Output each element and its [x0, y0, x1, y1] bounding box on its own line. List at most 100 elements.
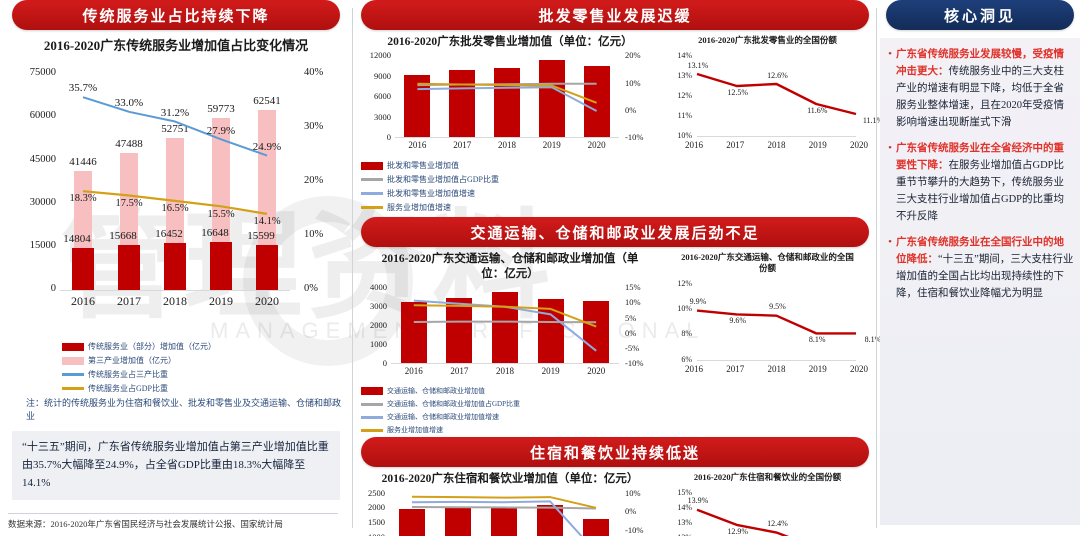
legend-label: 服务业增加值增速: [387, 426, 443, 435]
legend-swatch-icon: [62, 356, 84, 365]
left-chart-title: 2016-2020广东传统服务业增加值占比变化情况: [43, 38, 309, 53]
insight-body: “十三五”期间，三大支柱行业增加值的全国占比均出现持续性的下降，住宿和餐饮业降幅…: [896, 254, 1074, 299]
banner-traditional-services: 传统服务业占比持续下降: [12, 0, 340, 30]
legend-swatch-icon: [361, 387, 383, 396]
legend-label: 批发和零售业增加值占GDP比重: [387, 175, 500, 185]
chart-wholesale-retail-value: 0 3000 6000 9000 12000 20% 10% 0% -10% 2016 2017 20…: [369, 50, 644, 151]
s2-legend: 交通运输、仓储和邮政业增加值 交通运输、仓储和邮政业增加值占GDP比重 交通运输…: [355, 383, 665, 435]
legend-item: 交通运输、仓储和邮政业增加值占GDP比重: [361, 399, 520, 409]
left-callout: “十三五”期间，广东省传统服务业增加值占第三产业增加值比重由35.7%大幅降至2…: [12, 431, 340, 501]
bar: [583, 518, 609, 536]
insight-highlight: 广东省传统服务业在全省经济中的重要性下降：: [896, 143, 1064, 171]
banner-transport: 交通运输、仓储和邮政业发展后劲不足: [361, 217, 869, 248]
legend-item: 交通运输、仓储和邮政业增加值: [361, 386, 509, 396]
legend-label: 服务业增加值增速: [387, 203, 451, 213]
banner-label: 核心洞见: [943, 8, 1016, 25]
s2-chart-title: 2016-2020广东交通运输、仓储和邮政业增加值（单位：亿元）: [381, 253, 639, 280]
right-column: 核心洞见 • 广东省传统服务业发展较慢，受疫情冲击更大：传统服务业中的三大支柱产业…: [880, 0, 1080, 536]
insight-text: 广东省传统服务业在全国行业中的地位降低：“十三五”期间，三大支柱行业增加值的全国…: [896, 234, 1074, 302]
banner-label: 住宿和餐饮业持续低迷: [529, 445, 700, 462]
bar: [583, 301, 610, 364]
legend-label: 传统服务业（部分）增加值（亿元）: [88, 342, 216, 352]
legend-label: 传统服务业占三产比重: [88, 370, 168, 380]
legend-item: 传统服务业（部分）增加值（亿元）: [62, 341, 290, 352]
bar: [491, 506, 517, 536]
legend-swatch-icon: [361, 178, 383, 182]
bar: [399, 508, 425, 536]
legend-item: 服务业增加值增速: [361, 425, 511, 435]
legend-item: 服务业增加值增速: [361, 202, 511, 213]
legend-item: 传统服务业占GDP比重: [62, 383, 290, 394]
insight-item: • 广东省传统服务业在全国行业中的地位降低：“十三五”期间，三大支柱行业增加值的全…: [884, 234, 1074, 302]
middle-column: 批发零售业发展迟缓 2016-2020广东批发零售业增加值（单位：亿元） 0 30…: [355, 0, 884, 536]
legend-swatch-icon: [361, 192, 383, 196]
s1-legend: 批发和零售业增加值 批发和零售业增加值占GDP比重 批发和零售业增加值增速 服务…: [355, 157, 665, 213]
left-banner-wrap: 传统服务业占比持续下降: [0, 0, 352, 30]
banner-label: 交通运输、仓储和邮政业发展后劲不足: [470, 225, 760, 242]
insights-list: • 广东省传统服务业发展较慢，受疫情冲击更大：传统服务业中的三大支柱产业的增速有明…: [880, 38, 1080, 525]
chart-wholesale-retail-national-share: 10% 11% 12% 13% 14% 13.1% 12.5% 12.6% 11.6% 11.1%…: [677, 50, 884, 150]
s3-chart-title: 2016-2020广东住宿和餐饮业增加值（单位：亿元）: [381, 473, 639, 486]
bar: [492, 291, 518, 364]
legend-swatch-icon: [62, 387, 84, 391]
chart-accommodation-national-share: 10%11%12%13%14%15%13.9%12.9%12.4%11.4%10…: [665, 483, 870, 536]
footer-divider: [8, 513, 338, 514]
legend-item: 批发和零售业增加值增速: [361, 188, 509, 199]
section1-banner-wrap: 批发零售业发展迟缓: [355, 0, 875, 30]
bullet-icon: •: [888, 236, 892, 248]
section2-banner-wrap: 交通运输、仓储和邮政业发展后劲不足: [355, 217, 875, 248]
legend-label: 交通运输、仓储和邮政业增加值占GDP比重: [387, 400, 521, 409]
legend-label: 批发和零售业增加值增速: [387, 189, 475, 199]
insight-body: 传统服务业中的三大支柱产业的增速有明显下降，均低于全省服务业整体增速，且在202…: [896, 66, 1064, 128]
legend-swatch-icon: [361, 206, 383, 210]
banner-label: 批发零售业发展迟缓: [538, 8, 692, 25]
source-note: 数据来源：2016-2020年广东省国民经济与社会发展统计公报、国家统计局: [8, 519, 283, 529]
legend-swatch-icon: [62, 342, 84, 351]
insights-banner-wrap: 核心洞见: [880, 0, 1080, 30]
bullet-icon: •: [888, 142, 892, 154]
chart-transport-national-share: 6% 8% 10% 12% 9.9% 9.6% 9.5% 8.1% 8.1% 2016 2017 20…: [677, 278, 882, 374]
insight-body: 在服务业增加值占GDP比重节节攀升的大趋势下，传统服务业三大支柱行业增加值占GD…: [896, 160, 1065, 222]
banner-wholesale-retail: 批发零售业发展迟缓: [361, 0, 869, 30]
bar: [449, 70, 476, 138]
s3-mini-title: 2016-2020广东住宿和餐饮业的全国份额: [693, 472, 842, 483]
legend-swatch-icon: [361, 402, 383, 406]
legend-swatch-icon: [361, 161, 383, 170]
left-chart-legend: 传统服务业（部分）增加值（亿元） 第三产业增加值（亿元） 传统服务业占三产比重 …: [0, 336, 300, 394]
chart-transport-value: 0 1000 2000 3000 4000 15% 10% 5% 0% -5% -10% 2016 20…: [370, 282, 644, 377]
s1-chart-title: 2016-2020广东批发零售业增加值（单位：亿元）: [387, 36, 633, 48]
legend-item: 第三产业增加值（亿元）: [62, 355, 290, 366]
legend-item: 批发和零售业增加值: [361, 160, 509, 171]
legend-swatch-icon: [361, 415, 383, 419]
s1-mini-title: 2016-2020广东批发零售业的全国份额: [698, 35, 837, 45]
legend-item: 批发和零售业增加值占GDP比重: [361, 174, 511, 185]
legend-label: 传统服务业占GDP比重: [88, 384, 169, 394]
bar: [446, 297, 473, 364]
insight-highlight: 广东省传统服务业在全国行业中的地位降低：: [896, 237, 1064, 265]
section3-banner-wrap: 住宿和餐饮业持续低迷: [355, 437, 875, 468]
banner-core-insights: 核心洞见: [886, 0, 1074, 30]
legend-item: 传统服务业占三产比重: [62, 369, 290, 380]
legend-item: 交通运输、仓储和邮政业增加值增速: [361, 412, 509, 422]
bar: [400, 302, 427, 364]
column-divider-1: [352, 8, 353, 528]
bar: [583, 66, 610, 138]
legend-label: 交通运输、仓储和邮政业增加值: [387, 387, 485, 396]
insight-item: • 广东省传统服务业发展较慢，受疫情冲击更大：传统服务业中的三大支柱产业的增速有明…: [884, 46, 1074, 131]
legend-label: 第三产业增加值（亿元）: [88, 356, 176, 366]
bar: [538, 60, 565, 138]
insight-text: 广东省传统服务业在全省经济中的重要性下降：在服务业增加值占GDP比重节节攀升的大…: [896, 140, 1074, 225]
banner-label: 传统服务业占比持续下降: [82, 8, 270, 25]
left-chart-note: 注：统计的传统服务业为住宿和餐饮业、批发和零售业及交通运输、仓储和邮政业: [26, 398, 342, 422]
banner-accommodation: 住宿和餐饮业持续低迷: [361, 437, 869, 468]
legend-label: 交通运输、仓储和邮政业增加值增速: [387, 413, 499, 422]
insight-text: 广东省传统服务业发展较慢，受疫情冲击更大：传统服务业中的三大支柱产业的增速有明显…: [896, 46, 1074, 131]
s2-mini-title: 2016-2020广东交通运输、仓储和邮政业的全国份额: [681, 252, 854, 273]
legend-swatch-icon: [62, 373, 84, 377]
legend-label: 批发和零售业增加值: [387, 161, 459, 171]
column-divider-2: [876, 8, 877, 528]
chart-traditional-services-share: 0 15000 30000 45000 60000 75000 0% 10% 20% 30% 40%…: [29, 67, 324, 309]
bullet-icon: •: [888, 48, 892, 60]
